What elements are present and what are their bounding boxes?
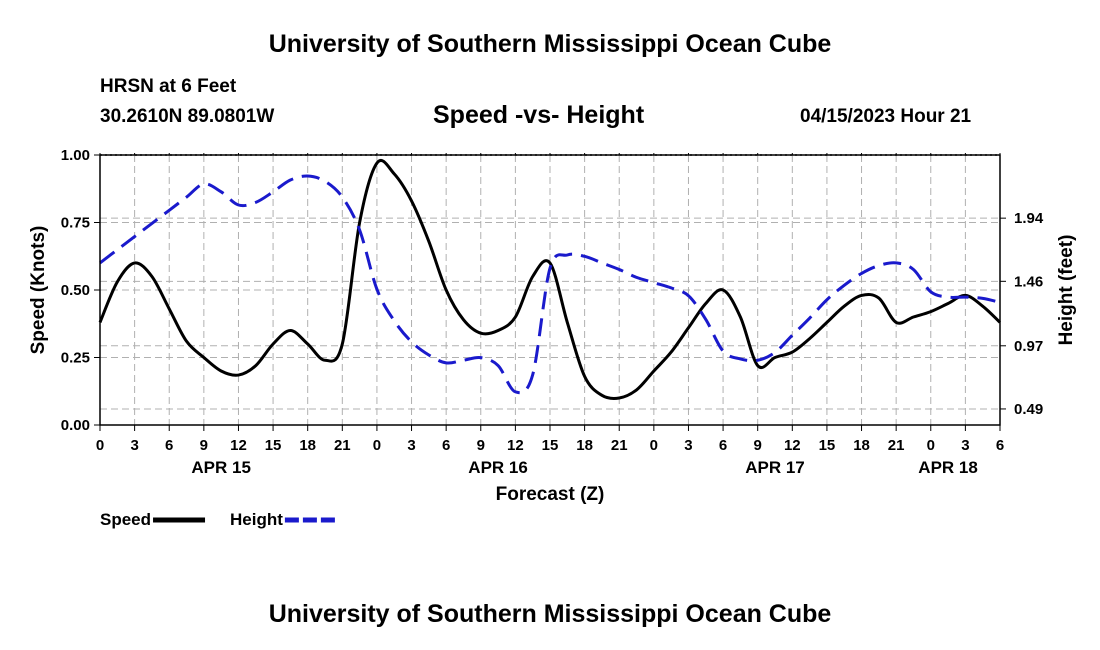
y2-axis-title: Height (feet) — [1056, 235, 1077, 346]
date-label: APR 15 — [191, 458, 251, 477]
x-tick-label: 15 — [542, 437, 559, 454]
x-tick-label: 21 — [334, 437, 351, 454]
axes: 0 3 6 9 12 15 18 21 0 3 6 9 12 15 18 21 0 3 6 9 12 15 18 21 0 3 6 0… — [61, 147, 1044, 477]
x-tick-label: 21 — [611, 437, 628, 454]
legend-label-height: Height — [230, 510, 283, 529]
x-tick-label: 6 — [442, 437, 450, 454]
legend-label-speed: Speed — [100, 510, 151, 529]
x-tick-label: 3 — [684, 437, 692, 454]
grid — [100, 154, 1000, 425]
y-tick-label: 0.50 — [61, 282, 90, 299]
y-tick-label: 0.25 — [61, 350, 90, 367]
x-tick-label: 0 — [373, 437, 381, 454]
station-label: HRSN at 6 Feet — [100, 76, 237, 97]
coordinates-label: 30.2610N 89.0801W — [100, 106, 275, 127]
x-tick-label: 18 — [576, 437, 593, 454]
y-axis-title: Speed (Knots) — [28, 226, 49, 355]
datetime-label: 04/15/2023 Hour 21 — [800, 106, 972, 127]
x-tick-label: 15 — [265, 437, 282, 454]
x-tick-label: 12 — [784, 437, 801, 454]
y2-tick-label: 0.49 — [1014, 401, 1043, 418]
y-tick-label: 0.00 — [61, 417, 90, 434]
x-tick-label: 3 — [407, 437, 415, 454]
x-tick-label: 18 — [853, 437, 870, 454]
x-tick-label: 3 — [961, 437, 969, 454]
y-tick-label: 0.75 — [61, 215, 90, 232]
x-tick-label: 9 — [200, 437, 208, 454]
x-tick-label: 18 — [299, 437, 316, 454]
x-tick-label: 12 — [507, 437, 524, 454]
legend: Speed Height — [100, 510, 337, 529]
x-axis-title: Forecast (Z) — [496, 484, 605, 505]
date-label: APR 18 — [918, 458, 978, 477]
x-tick-label: 0 — [96, 437, 104, 454]
x-tick-label: 0 — [927, 437, 935, 454]
series-line-height — [99, 174, 1001, 395]
y2-tick-label: 1.94 — [1014, 210, 1044, 227]
x-tick-label: 21 — [888, 437, 905, 454]
x-tick-label: 0 — [650, 437, 658, 454]
x-tick-label: 12 — [230, 437, 247, 454]
x-tick-label: 9 — [477, 437, 485, 454]
x-tick-label: 6 — [719, 437, 727, 454]
x-tick-label: 9 — [754, 437, 762, 454]
y2-tick-label: 0.97 — [1014, 338, 1043, 355]
y-tick-label: 1.00 — [61, 147, 90, 164]
series-line-speed — [98, 159, 1002, 400]
main-title: University of Southern Mississippi Ocean… — [268, 30, 832, 58]
x-tick-label: 6 — [165, 437, 173, 454]
y2-tick-label: 1.46 — [1014, 273, 1043, 290]
x-tick-label: 3 — [130, 437, 138, 454]
chart-subtitle: Speed -vs- Height — [433, 101, 645, 129]
footer-title: University of Southern Mississippi Ocean… — [268, 600, 832, 628]
x-tick-label: 15 — [819, 437, 836, 454]
x-tick-label: 6 — [996, 437, 1004, 454]
date-label: APR 17 — [745, 458, 805, 477]
date-label: APR 16 — [468, 458, 528, 477]
series-layer — [98, 159, 1002, 400]
